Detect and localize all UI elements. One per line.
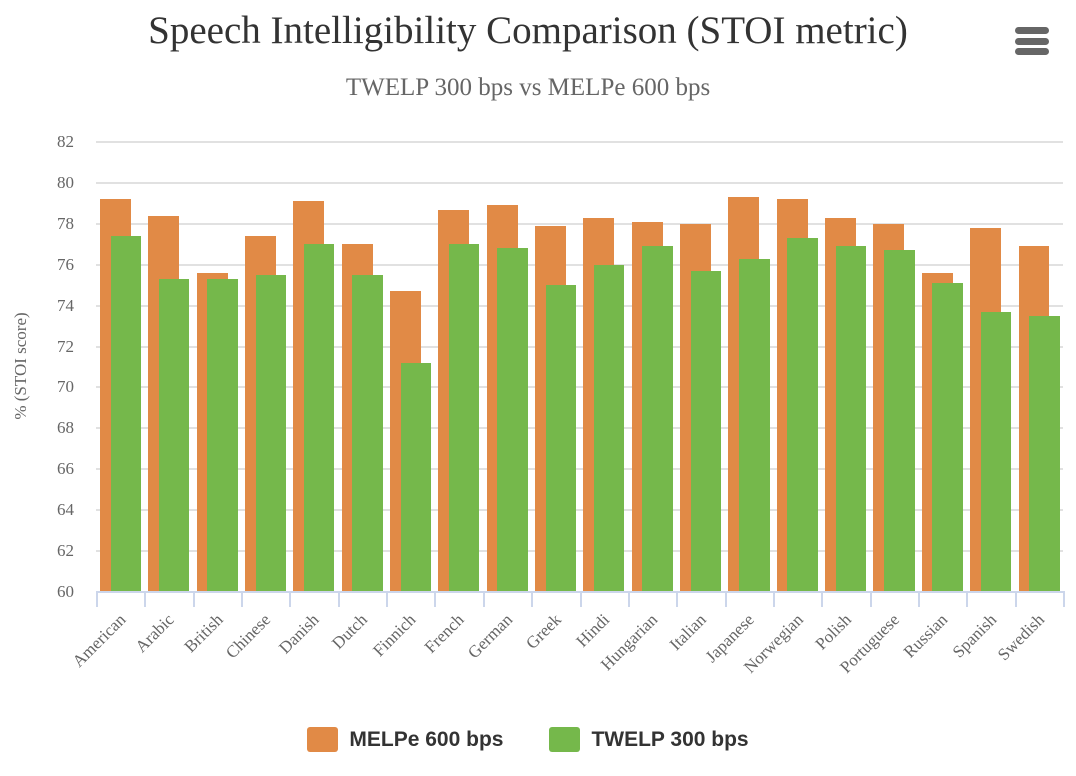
bar-twelp-danish[interactable] [303, 244, 335, 592]
x-axis-tick [144, 591, 147, 607]
gridline [96, 141, 1063, 143]
bar-twelp-portuguese[interactable] [884, 250, 915, 592]
x-axis-label-british: British [180, 610, 227, 657]
x-axis-tick [1063, 591, 1065, 607]
x-axis-tick [869, 591, 872, 607]
x-axis-tick [241, 591, 244, 607]
y-axis-tick-label: 82 [57, 132, 74, 151]
bar-twelp-italian[interactable] [690, 270, 722, 592]
legend-label-twelp: TWELP 300 bps [591, 727, 749, 751]
chart-title: Speech Intelligibility Comparison (STOI … [148, 9, 908, 52]
bar-twelp-american[interactable] [110, 236, 141, 592]
bar-twelp-hindi[interactable] [594, 264, 625, 592]
bar-twelp-greek[interactable] [545, 285, 577, 592]
x-axis-label-danish: Danish [275, 610, 323, 658]
gridline [96, 468, 1063, 471]
x-axis-label-german: German [464, 610, 517, 663]
x-axis-tick [482, 591, 485, 607]
x-axis-tick [434, 591, 437, 607]
x-axis-tick [1014, 591, 1017, 607]
x-axis-label-american: American [68, 610, 130, 671]
bar-twelp-spanish[interactable] [980, 311, 1012, 592]
gridline [96, 427, 1063, 430]
x-axis-label-greek: Greek [521, 610, 565, 653]
y-axis-tick-label: 64 [57, 500, 74, 520]
x-axis-tick [337, 591, 340, 607]
bar-twelp-finnich[interactable] [400, 362, 432, 592]
y-axis-tick-label: 68 [57, 418, 74, 438]
x-axis-label-italian: Italian [665, 610, 710, 655]
legend-label-melpe: MELPe 600 bps [349, 727, 504, 751]
gridline [96, 263, 1063, 266]
bar-twelp-dutch[interactable] [352, 274, 383, 592]
gridline [96, 550, 1063, 553]
bar-twelp-british[interactable] [207, 279, 238, 592]
bar-twelp-chinese[interactable] [255, 274, 286, 592]
y-axis-tick-label: 78 [57, 213, 74, 233]
x-axis-tick [96, 591, 98, 607]
context-menu-button[interactable] [1014, 27, 1050, 57]
hamburger-menu-icon [1014, 27, 1050, 55]
x-axis-label-spanish: Spanish [948, 610, 1000, 662]
x-axis-tick [966, 591, 969, 607]
bar-twelp-french[interactable] [448, 244, 480, 592]
legend-swatch-twelp [549, 727, 581, 752]
gridline [96, 386, 1063, 389]
x-axis-tick [289, 591, 292, 607]
bar-twelp-swedish[interactable] [1029, 315, 1060, 592]
x-axis-label-polish: Polish [811, 610, 855, 654]
y-axis-tick-label: 60 [57, 582, 74, 601]
x-axis-label-russian: Russian [900, 610, 952, 662]
gridline [96, 222, 1063, 225]
bar-twelp-hungarian[interactable] [642, 246, 673, 592]
y-axis-tick-label: 74 [57, 295, 74, 315]
y-axis-tick-label: 72 [57, 336, 74, 356]
x-axis-tick [531, 591, 534, 607]
x-axis-label-arabic: Arabic [131, 610, 178, 657]
legend-swatch-melpe [307, 727, 339, 752]
x-axis-tick [627, 591, 630, 607]
y-axis-tick-label: 70 [57, 377, 74, 397]
x-axis-label-dutch: Dutch [328, 610, 372, 653]
legend-item-twelp-300-bps[interactable]: TWELP 300 bps [549, 727, 749, 752]
x-axis-tick [676, 591, 679, 607]
chart-subtitle: TWELP 300 bps vs MELPe 600 bps [345, 74, 711, 101]
bar-twelp-japanese[interactable] [739, 258, 770, 592]
x-axis-tick [917, 591, 920, 607]
y-axis-tick-label: 76 [57, 254, 74, 274]
gridline [96, 304, 1063, 307]
y-axis-tick-label: 62 [57, 541, 74, 561]
gridline [96, 345, 1063, 348]
bar-twelp-german[interactable] [497, 248, 528, 592]
x-axis-label-swedish: Swedish [994, 610, 1049, 665]
gridline [96, 181, 1063, 184]
bar-twelp-polish[interactable] [835, 246, 867, 592]
x-axis-label-hindi: Hindi [572, 610, 614, 651]
bar-twelp-norwegian[interactable] [787, 238, 818, 592]
x-axis-tick [821, 591, 824, 607]
bar-twelp-arabic[interactable] [158, 279, 190, 592]
x-axis-label-french: French [421, 610, 469, 657]
gridline [96, 509, 1063, 512]
y-axis-tick-label: 80 [57, 172, 74, 192]
x-axis-tick [192, 591, 195, 607]
x-axis-tick [724, 591, 727, 607]
legend: MELPe 600 bps TWELP 300 bps [0, 727, 1056, 752]
x-axis-label-finnich: Finnich [369, 610, 420, 661]
x-axis-label-chinese: Chinese [222, 610, 275, 663]
y-axis-tick-label: 66 [57, 459, 74, 479]
x-axis-tick [579, 591, 582, 607]
legend-item-melpe-600-bps[interactable]: MELPe 600 bps [307, 727, 503, 752]
x-axis-tick [772, 591, 775, 607]
x-axis-tick [386, 591, 389, 607]
bar-twelp-russian[interactable] [932, 283, 963, 592]
